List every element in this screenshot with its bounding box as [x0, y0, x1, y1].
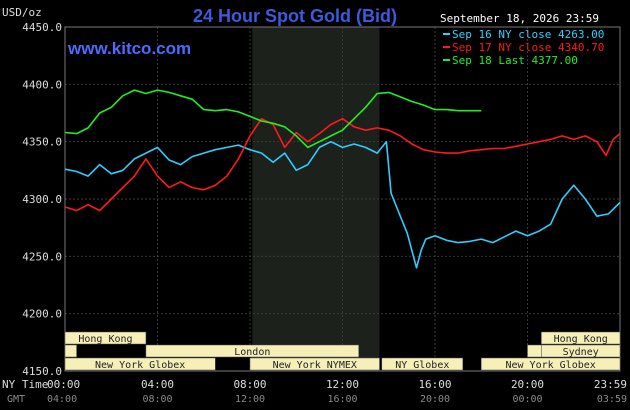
- ny-time-label: NY Time: [2, 378, 48, 391]
- x-tick-label-gmt: 04:00: [47, 394, 77, 405]
- legend: Sep 16 NY close 4263.00 Sep 17 NY close …: [443, 28, 604, 67]
- session-label: NY Globex: [395, 360, 449, 371]
- site-watermark: www.kitco.com: [67, 39, 191, 58]
- gmt-label: GMT: [7, 394, 25, 405]
- x-tick-label-ny: 16:00: [418, 378, 451, 391]
- unit-label: USD/oz: [2, 6, 42, 19]
- session-bar: [64, 331, 147, 345]
- y-tick-label: 4300.0: [22, 193, 62, 206]
- x-tick-label-gmt: 00:00: [512, 394, 542, 405]
- x-tick-label-gmt: 08:00: [142, 394, 172, 405]
- session-label: London: [234, 347, 270, 358]
- plot-frame: [64, 26, 621, 372]
- session-bar: [145, 344, 359, 358]
- timestamp: September 18, 2026 23:59: [440, 12, 599, 25]
- session-bar: [541, 344, 621, 358]
- x-tick-label-ny: 12:00: [326, 378, 359, 391]
- session-label: Sydney: [563, 347, 599, 358]
- session-label: New York Globex: [505, 360, 595, 371]
- y-tick-label: 4250.0: [22, 250, 62, 263]
- session-label: Hong Kong: [78, 334, 132, 345]
- x-tick-label-ny: 08:00: [233, 378, 266, 391]
- legend-entry-sep17: Sep 17 NY close 4340.70: [452, 41, 604, 54]
- series-lines: [64, 89, 621, 269]
- chart-title: 24 Hour Spot Gold (Bid): [193, 6, 397, 26]
- x-tick-label-ny: 04:00: [141, 378, 174, 391]
- session-label: New York NYMEX: [273, 360, 357, 371]
- y-tick-label: 4350.0: [22, 136, 62, 149]
- legend-entry-sep18: Sep 18 Last 4377.00: [452, 54, 578, 67]
- session-bar: [249, 357, 380, 371]
- x-tick-label-gmt: 12:00: [235, 394, 265, 405]
- session-bar: [381, 357, 463, 371]
- y-tick-label: 4200.0: [22, 308, 62, 321]
- y-axis: 4450.0 4400.0 4350.0 4300.0 4250.0 4200.0 4150…: [22, 21, 62, 378]
- y-tick-label: 4400.0: [22, 78, 62, 91]
- session-label: Hong Kong: [554, 334, 608, 345]
- y-tick-label: 4150.0: [22, 365, 62, 378]
- x-tick-label-gmt: 20:00: [420, 394, 450, 405]
- x-tick-label-gmt: 16:00: [327, 394, 357, 405]
- series-line-1: [64, 140, 621, 269]
- market-session-bars: Hong Kong London New York Globex New York N…: [64, 331, 621, 371]
- series-line-3: [64, 89, 482, 149]
- session-bar: [64, 344, 77, 358]
- session-bar: [64, 357, 216, 371]
- x-tick-label-gmt: 03:59: [597, 394, 627, 405]
- session-label: New York Globex: [95, 360, 185, 371]
- y-tick-label: 4450.0: [22, 21, 62, 34]
- x-tick-label-ny: 20:00: [511, 378, 544, 391]
- session-bar: [481, 357, 621, 371]
- x-tick-label-ny: 00:00: [47, 378, 80, 391]
- legend-entry-sep16: Sep 16 NY close 4263.00: [452, 28, 604, 41]
- series-line-2: [64, 117, 621, 212]
- x-tick-label-ny: 23:59: [594, 378, 627, 391]
- nymex-session-highlight: [252, 27, 380, 371]
- session-bar: [527, 344, 542, 358]
- x-axis: 00:00 04:00 04:00 08:00 08:00 12:00 12:00 16:00…: [47, 378, 627, 405]
- session-bar: [541, 331, 621, 345]
